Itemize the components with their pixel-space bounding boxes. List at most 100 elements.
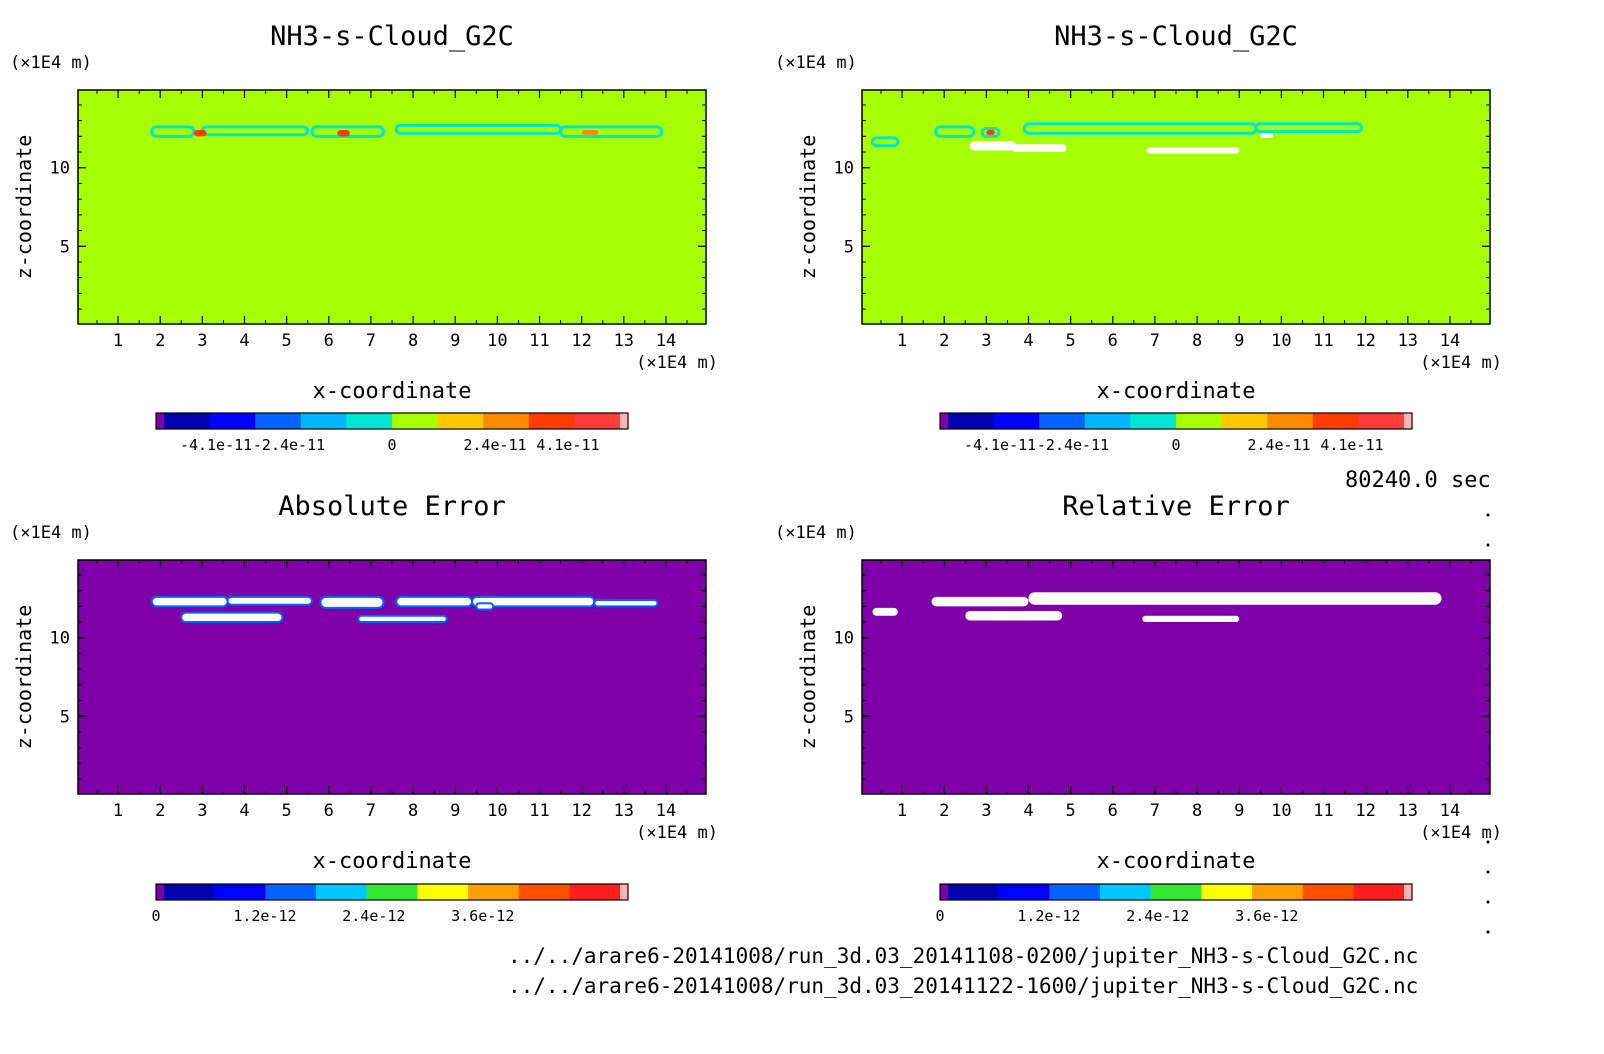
x-tick-label: 4 — [239, 801, 249, 821]
colorbar-tick-label: 3.6e-12 — [451, 907, 514, 925]
plot-area — [78, 560, 706, 794]
edge-dot — [1486, 840, 1490, 844]
file-path-2: ../../arare6-20141008/run_3d.03_20141122… — [508, 974, 1419, 998]
file-path-1: ../../arare6-20141008/run_3d.03_20141108… — [508, 944, 1419, 968]
colorbar: -4.1e-11 -2.4e-11 0 2.4e-11 4.1e-11 — [939, 412, 1413, 454]
colorbar-swatch — [1084, 413, 1131, 429]
colorbar-swatch — [940, 884, 949, 900]
x-tick-label: 5 — [282, 801, 292, 821]
x-tick-label: 7 — [1150, 801, 1160, 821]
x-tick-label: 12 — [1355, 801, 1375, 821]
colorbar-swatch — [164, 884, 216, 900]
region-edge — [226, 595, 313, 606]
data-region — [1142, 615, 1240, 623]
edge-dot — [1486, 870, 1490, 874]
y-axis-label: z-coordinate — [12, 605, 36, 750]
colorbar-tick-label: -2.4e-11 — [253, 436, 325, 454]
x-tick-label: 11 — [529, 801, 549, 821]
panel-title: Relative Error — [1062, 491, 1290, 522]
x-tick-label: 1 — [113, 801, 123, 821]
data-region — [227, 596, 312, 605]
data-region — [1011, 144, 1067, 153]
colorbar-swatch — [1312, 413, 1359, 429]
colorbar-swatch — [620, 413, 629, 429]
colorbar-swatch — [1049, 884, 1101, 900]
colorbar-swatch — [1302, 884, 1354, 900]
edge-dot — [1486, 900, 1490, 904]
contour-band — [934, 125, 976, 138]
y-unit-label: (×1E4 m) — [10, 523, 92, 543]
colorbar-tick-label: 3.6e-12 — [1235, 907, 1298, 925]
edge-dot — [1486, 513, 1490, 517]
data-region — [337, 130, 350, 137]
x-tick-label: 3 — [981, 801, 991, 821]
x-tick-label: 5 — [282, 331, 292, 351]
colorbar-swatch — [1039, 413, 1086, 429]
y-tick-label: 5 — [60, 707, 70, 727]
data-region — [965, 611, 1063, 621]
x-unit-label: (×1E4 m) — [1420, 353, 1502, 373]
y-unit-label: (×1E4 m) — [775, 523, 857, 543]
colorbar-swatch — [1404, 884, 1413, 900]
colorbar-swatch — [417, 884, 469, 900]
colorbar-swatch — [366, 884, 418, 900]
colorbar: 0 1.2e-12 2.4e-12 3.6e-12 — [935, 883, 1413, 925]
colorbar-swatch — [948, 884, 1000, 900]
colorbar-tick-label: 0 — [935, 907, 944, 925]
contour-band — [980, 126, 1001, 138]
data-region — [193, 130, 207, 137]
x-tick-label: 12 — [571, 331, 591, 351]
panel-1: NH3-s-Cloud_G2C(×1E4 m)1 2 3 4 5 6 7 8 9 10 11 12 13… — [10, 21, 718, 454]
x-tick-label: 6 — [1108, 331, 1118, 351]
x-axis-label: x-coordinate — [313, 849, 472, 874]
x-axis-label: x-coordinate — [1097, 849, 1256, 874]
panel-2: NH3-s-Cloud_G2C(×1E4 m)1 2 3 4 5 6 7 8 9 10 11 12 13… — [775, 21, 1502, 454]
colorbar-swatch — [948, 413, 995, 429]
y-axis-label: z-coordinate — [796, 135, 820, 280]
x-tick-label: 6 — [324, 801, 334, 821]
data-region — [151, 596, 228, 607]
edge-dots — [1486, 513, 1490, 934]
data-region — [1146, 147, 1240, 154]
x-tick-label: 2 — [939, 801, 949, 821]
colorbar-swatch — [164, 413, 211, 429]
colorbar-swatch — [518, 884, 570, 900]
edge-dot — [1486, 930, 1490, 934]
contour-band — [150, 125, 196, 138]
x-tick-label: 12 — [1355, 331, 1375, 351]
colorbar-swatch — [574, 413, 621, 429]
x-unit-label: (×1E4 m) — [1420, 823, 1502, 843]
x-tick-label: 7 — [366, 331, 376, 351]
y-tick-label: 5 — [844, 237, 854, 257]
colorbar-frame — [939, 412, 1413, 430]
plot-area — [78, 90, 706, 324]
x-tick-label: 8 — [1192, 801, 1202, 821]
data-region — [1028, 592, 1442, 605]
x-tick-label: 3 — [981, 331, 991, 351]
x-tick-label: 9 — [450, 331, 460, 351]
x-tick-label: 6 — [1108, 801, 1118, 821]
colorbar-tick-label: 0 — [151, 907, 160, 925]
data-region — [472, 596, 595, 607]
colorbar-frame — [155, 883, 629, 901]
x-tick-label: 6 — [324, 331, 334, 351]
y-unit-label: (×1E4 m) — [10, 53, 92, 73]
colorbar-swatch — [1404, 413, 1413, 429]
x-tick-label: 9 — [450, 801, 460, 821]
contour-band — [1254, 122, 1363, 134]
data-region — [986, 130, 995, 135]
y-axis-label: z-coordinate — [12, 135, 36, 280]
panel-title: NH3-s-Cloud_G2C — [1054, 21, 1298, 52]
x-tick-label: 11 — [1313, 331, 1333, 351]
y-tick-label: 5 — [60, 237, 70, 257]
x-tick-label: 1 — [897, 801, 907, 821]
colorbar-swatch — [1358, 413, 1405, 429]
colorbar-swatch — [156, 413, 165, 429]
y-unit-label: (×1E4 m) — [775, 53, 857, 73]
y-tick-label: 10 — [834, 629, 854, 649]
x-tick-label: 11 — [1313, 801, 1333, 821]
x-tick-label: 13 — [614, 331, 634, 351]
data-region — [581, 130, 599, 135]
data-region — [476, 603, 494, 610]
